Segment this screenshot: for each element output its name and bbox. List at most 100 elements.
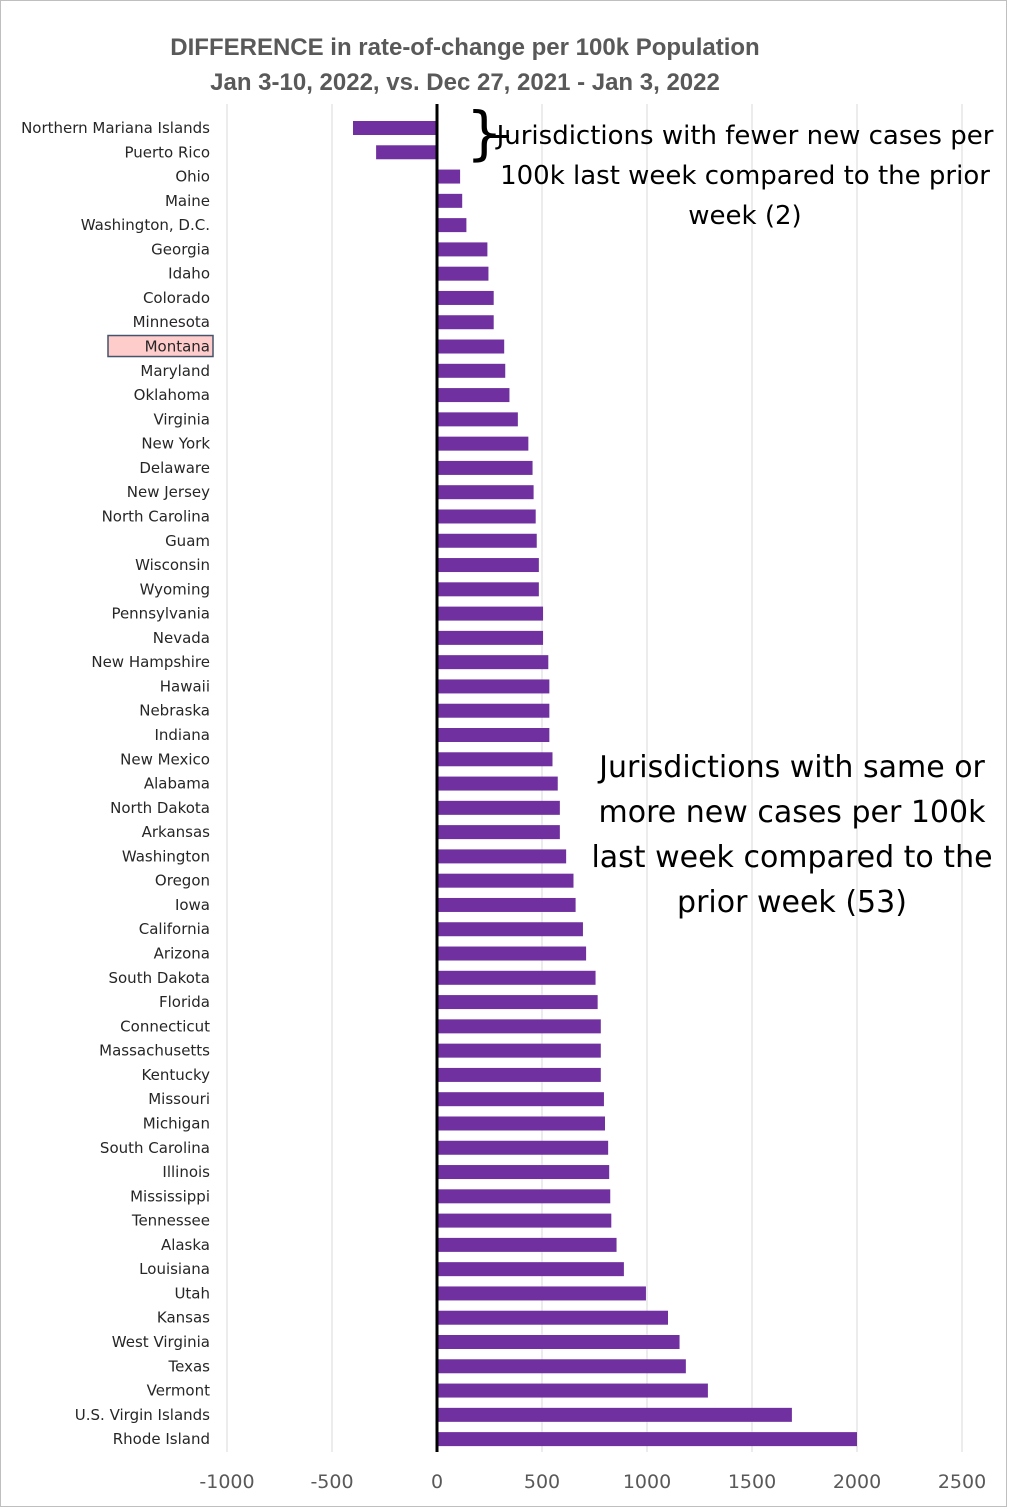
category-label: Georgia <box>151 240 210 258</box>
bar <box>437 630 544 645</box>
highlight-layer <box>107 334 214 358</box>
bar <box>437 485 534 500</box>
bar <box>437 922 583 937</box>
bar <box>437 218 467 233</box>
category-label: Virginia <box>153 410 210 428</box>
bar <box>437 800 560 815</box>
category-label: U.S. Virgin Islands <box>75 1406 210 1424</box>
bar <box>437 995 598 1010</box>
category-label: Alaska <box>161 1236 210 1254</box>
bar <box>437 1359 686 1374</box>
category-label: Northern Mariana Islands <box>21 119 210 137</box>
bar <box>437 1432 857 1447</box>
bar <box>437 315 494 330</box>
category-label: Puerto Rico <box>124 143 210 161</box>
category-label: Rhode Island <box>113 1430 210 1448</box>
bar <box>437 266 489 281</box>
chart-title-line1: DIFFERENCE in rate-of-change per 100k Po… <box>170 34 760 61</box>
bar <box>437 1286 646 1301</box>
bar <box>437 1262 624 1277</box>
x-tick-label: 2000 <box>833 1471 881 1493</box>
bar <box>437 825 560 840</box>
category-label: Minnesota <box>133 313 210 331</box>
bar <box>376 145 437 160</box>
bar <box>437 1092 604 1107</box>
bar <box>437 849 567 864</box>
bar <box>437 1067 601 1082</box>
category-label: Nebraska <box>139 702 210 720</box>
annotation-more: Jurisdictions with same or more new case… <box>591 750 993 920</box>
category-label: Utah <box>174 1284 210 1302</box>
category-label: Washington, D.C. <box>81 216 210 234</box>
bar <box>437 897 576 912</box>
bar <box>437 363 506 378</box>
x-tick-label: 1000 <box>623 1471 671 1493</box>
bar <box>437 242 488 257</box>
category-label: Indiana <box>154 726 210 744</box>
bar <box>437 1237 617 1252</box>
bar <box>437 533 537 548</box>
category-label: West Virginia <box>112 1333 210 1351</box>
bar <box>437 1310 668 1325</box>
bar <box>437 873 574 888</box>
category-label: Kentucky <box>142 1066 211 1084</box>
category-label: Oklahoma <box>134 386 210 404</box>
bar <box>437 1335 680 1349</box>
category-label: Guam <box>165 532 210 550</box>
bar <box>437 606 544 621</box>
category-label: Wyoming <box>140 580 210 598</box>
category-label: Washington <box>122 847 210 865</box>
category-label: Maine <box>165 192 210 210</box>
chart-title-line2: Jan 3-10, 2022, vs. Dec 27, 2021 - Jan 3… <box>210 69 720 96</box>
annotation-fewer: Jurisdictions with fewer new cases per 1… <box>496 121 994 231</box>
category-label: Michigan <box>143 1114 210 1132</box>
bar <box>437 339 505 354</box>
bar <box>437 970 596 985</box>
category-label: Nevada <box>153 629 210 647</box>
bar <box>437 290 494 305</box>
category-labels: Northern Mariana Islands Puerto Rico Ohio M… <box>21 119 210 1448</box>
x-tick-label: -1000 <box>199 1471 254 1493</box>
category-label: Alabama <box>144 775 210 793</box>
category-label: Iowa <box>175 896 210 914</box>
category-label: California <box>139 920 210 938</box>
brace-tail <box>487 135 509 138</box>
category-label: North Dakota <box>110 799 210 817</box>
bar <box>437 1407 792 1422</box>
bar <box>437 169 461 184</box>
bars <box>353 121 857 1447</box>
bar <box>437 460 533 475</box>
category-label: New Mexico <box>120 750 210 768</box>
x-tick-label: 500 <box>524 1471 560 1493</box>
x-tick-label: 0 <box>431 1471 443 1493</box>
bar <box>437 1140 609 1155</box>
category-label: South Carolina <box>100 1139 210 1157</box>
category-label: Colorado <box>143 289 210 307</box>
category-label: New York <box>141 435 210 453</box>
category-label: Maryland <box>140 362 210 380</box>
x-tick-label: 1500 <box>728 1471 776 1493</box>
category-label: Delaware <box>139 459 210 477</box>
bar <box>437 1189 611 1204</box>
category-label: Vermont <box>147 1382 211 1400</box>
category-label: Tennessee <box>131 1212 210 1230</box>
category-label: Arkansas <box>142 823 211 841</box>
category-label: Kansas <box>157 1309 210 1327</box>
bar <box>437 388 510 403</box>
bar <box>437 1165 610 1180</box>
category-label: Arizona <box>154 945 210 963</box>
category-label: North Carolina <box>102 507 210 525</box>
category-label: Idaho <box>168 265 210 283</box>
bar <box>437 679 550 694</box>
bar <box>437 412 518 427</box>
x-tick-label: -500 <box>310 1471 353 1493</box>
bar <box>437 558 539 573</box>
bar <box>437 582 539 597</box>
bar <box>437 728 550 742</box>
category-label: Illinois <box>162 1163 210 1181</box>
x-axis-tick-labels: -1000 -500 0 500 1000 1500 2000 2500 <box>199 1471 986 1493</box>
category-label: Wisconsin <box>135 556 210 574</box>
x-tick-label: 2500 <box>938 1471 986 1493</box>
category-label: South Dakota <box>108 969 210 987</box>
